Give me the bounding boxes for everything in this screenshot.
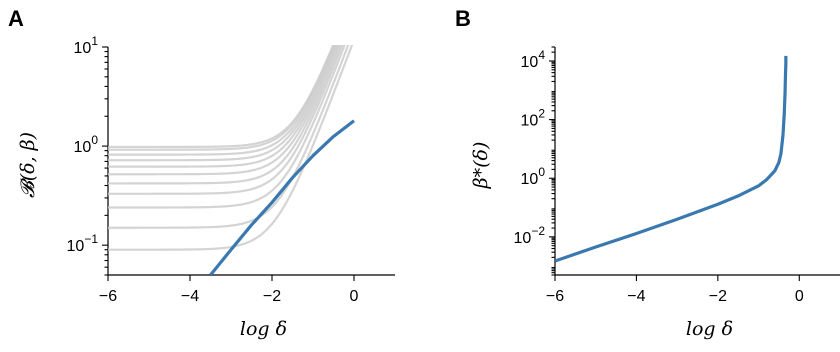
y-tick-base: 10 bbox=[74, 139, 92, 156]
background-curve bbox=[108, 45, 346, 209]
x-axis-label: log δ bbox=[240, 318, 287, 340]
x-tick-label: 0 bbox=[795, 288, 804, 305]
background-curve bbox=[108, 45, 354, 251]
x-tick-label: −2 bbox=[263, 288, 281, 305]
background-curve bbox=[108, 45, 340, 176]
background-curve bbox=[108, 45, 335, 151]
y-tick-exponent: −2 bbox=[531, 224, 545, 238]
y-tick-base: 10 bbox=[521, 171, 539, 188]
y-tick-exponent: 0 bbox=[91, 133, 98, 147]
y-tick-label: 10−2 bbox=[514, 224, 546, 247]
y-axis-label: 𝓑(δ, β) bbox=[17, 132, 39, 198]
background-curve bbox=[108, 45, 336, 156]
y-tick-base: 10 bbox=[514, 230, 532, 247]
x-axis-label: log δ bbox=[686, 318, 733, 340]
plot-area bbox=[108, 45, 355, 275]
y-tick-base: 10 bbox=[521, 54, 539, 71]
y-tick-exponent: 0 bbox=[538, 165, 545, 179]
x-tick-label: 0 bbox=[350, 288, 359, 305]
x-tick-label: −6 bbox=[546, 288, 564, 305]
panel-letter: B bbox=[455, 6, 471, 31]
background-curve bbox=[108, 45, 338, 162]
y-tick-base: 10 bbox=[521, 113, 539, 130]
y-tick-base: 10 bbox=[74, 40, 92, 57]
y-tick-exponent: 4 bbox=[538, 48, 545, 62]
y-tick-exponent: 2 bbox=[538, 107, 545, 121]
background-curve bbox=[108, 45, 339, 168]
y-tick-label: 10−1 bbox=[67, 232, 99, 255]
y-tick-label: 102 bbox=[521, 107, 546, 130]
y-tick-label: 101 bbox=[74, 34, 99, 57]
x-tick-label: −4 bbox=[627, 288, 645, 305]
series-line bbox=[555, 55, 788, 263]
plot-area bbox=[555, 55, 788, 263]
y-tick-label: 100 bbox=[74, 133, 99, 156]
x-tick-label: −6 bbox=[99, 288, 117, 305]
y-axis-label: β*(δ) bbox=[470, 142, 492, 190]
y-tick-label: 100 bbox=[521, 165, 546, 188]
background-curve bbox=[108, 45, 335, 149]
background-curve bbox=[108, 45, 342, 185]
x-tick-label: −4 bbox=[181, 288, 199, 305]
y-tick-exponent: 1 bbox=[91, 34, 98, 48]
y-tick-exponent: −1 bbox=[84, 232, 98, 246]
background-curve bbox=[108, 45, 350, 229]
highlight-curve bbox=[209, 119, 355, 275]
y-tick-base: 10 bbox=[67, 238, 85, 255]
background-curve bbox=[108, 45, 344, 195]
y-tick-label: 104 bbox=[521, 48, 546, 71]
x-tick-label: −2 bbox=[709, 288, 727, 305]
panel-letter: A bbox=[8, 6, 24, 31]
